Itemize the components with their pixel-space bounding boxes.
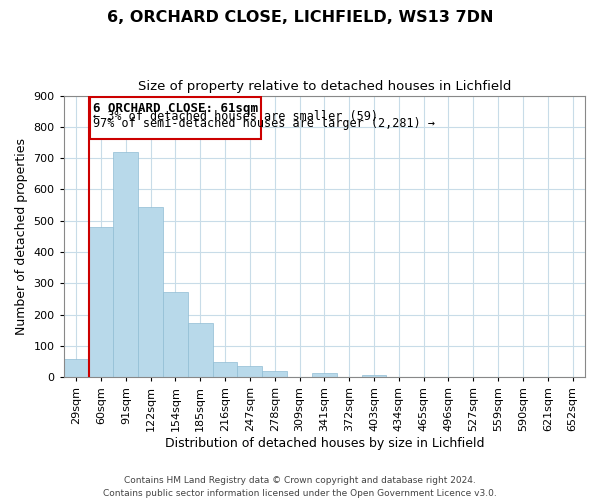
Text: 97% of semi-detached houses are larger (2,281) →: 97% of semi-detached houses are larger (… <box>94 116 436 130</box>
Text: 6, ORCHARD CLOSE, LICHFIELD, WS13 7DN: 6, ORCHARD CLOSE, LICHFIELD, WS13 7DN <box>107 10 493 25</box>
Bar <box>138 206 163 378</box>
Bar <box>89 227 113 378</box>
Bar <box>212 362 238 378</box>
Bar <box>90 97 261 140</box>
Bar <box>188 323 212 378</box>
Bar <box>163 292 188 378</box>
Bar <box>113 152 138 378</box>
Bar <box>312 372 337 378</box>
Bar <box>262 371 287 378</box>
Text: ← 3% of detached houses are smaller (59): ← 3% of detached houses are smaller (59) <box>94 110 379 122</box>
Bar <box>362 375 386 378</box>
Bar <box>238 366 262 378</box>
Text: Contains HM Land Registry data © Crown copyright and database right 2024.
Contai: Contains HM Land Registry data © Crown c… <box>103 476 497 498</box>
X-axis label: Distribution of detached houses by size in Lichfield: Distribution of detached houses by size … <box>164 437 484 450</box>
Text: 6 ORCHARD CLOSE: 61sqm: 6 ORCHARD CLOSE: 61sqm <box>93 102 258 115</box>
Title: Size of property relative to detached houses in Lichfield: Size of property relative to detached ho… <box>137 80 511 93</box>
Y-axis label: Number of detached properties: Number of detached properties <box>15 138 28 335</box>
Bar <box>64 358 89 378</box>
